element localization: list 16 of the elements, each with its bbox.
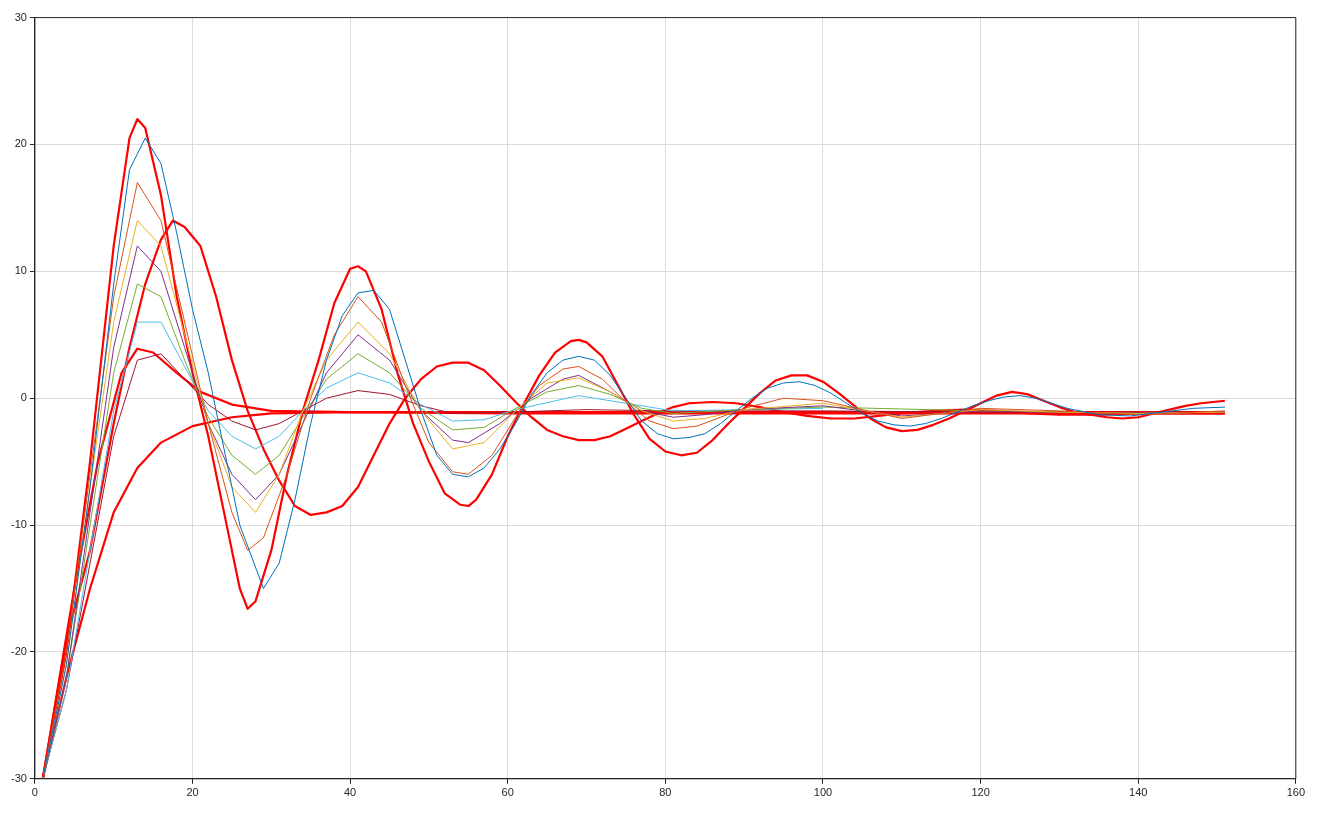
x-tick-label: 80 — [659, 786, 672, 799]
x-tick-label: 160 — [1286, 786, 1305, 799]
x-tick-label: 100 — [813, 786, 833, 799]
y-tick-label: 10 — [14, 264, 27, 277]
x-tick-label: 40 — [344, 786, 357, 799]
x-tick-label: 20 — [186, 786, 199, 799]
x-tick-label: 60 — [501, 786, 514, 799]
y-tick-label: -20 — [10, 644, 27, 657]
y-tick-label: 0 — [20, 391, 27, 404]
x-tick-label: 0 — [31, 786, 38, 799]
x-tick-label: 120 — [971, 786, 990, 799]
y-tick-label: 20 — [14, 137, 27, 150]
y-tick-label: -30 — [10, 771, 27, 784]
x-tick-label: 140 — [1129, 786, 1148, 799]
y-tick-label: -10 — [10, 518, 27, 531]
y-tick-label: 30 — [14, 10, 27, 23]
